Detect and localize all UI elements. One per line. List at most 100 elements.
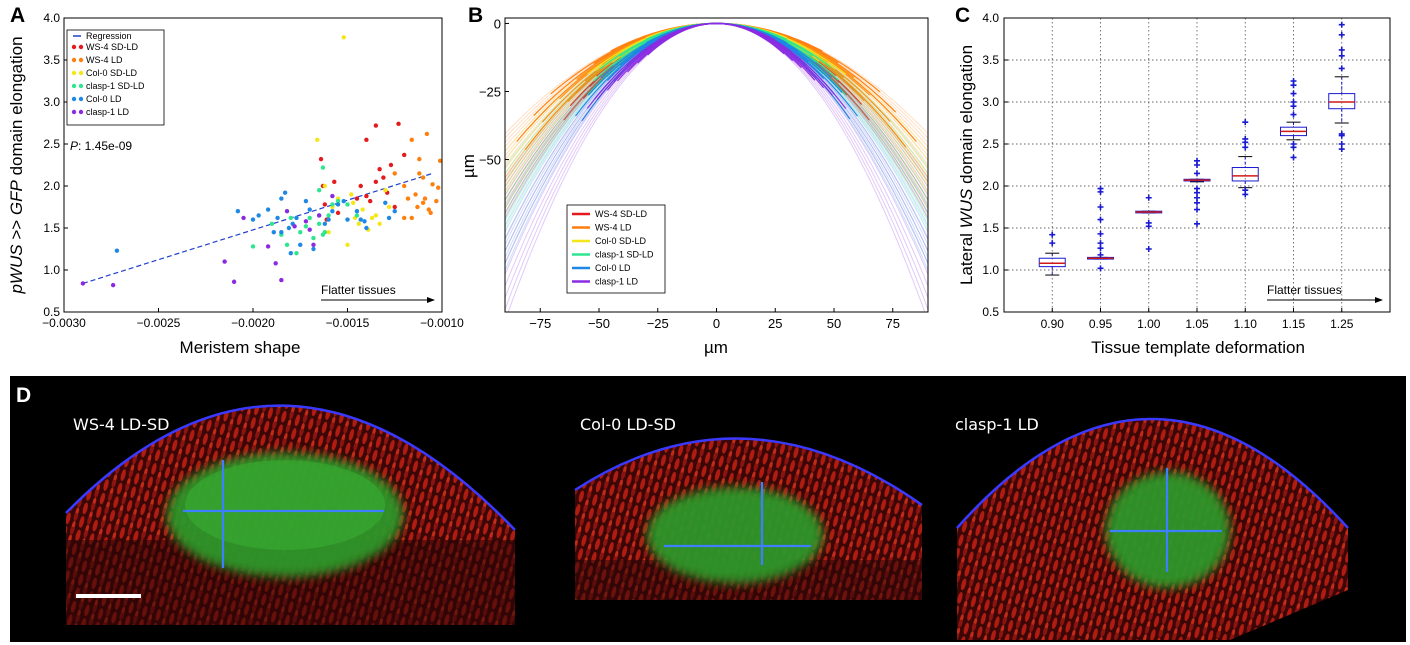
y-tick-label: 2.0 [982,179,999,193]
panel-d: D WS-4 LD-SD Col-0 LD-SD [10,376,1406,642]
data-point [364,225,369,231]
data-point [273,261,278,266]
data-point [322,183,328,189]
outlier-marker [1338,130,1345,137]
data-point [326,230,331,235]
data-point [420,200,426,205]
data-point [354,209,360,214]
data-point [303,198,309,204]
panel-a-frame [63,17,443,313]
legend-marker [78,44,84,50]
scatter-points [80,35,442,288]
y-axis-label: Lateral WUS domain elongation [957,45,976,285]
data-point [409,137,414,142]
legend-marker [78,96,84,102]
data-point [364,137,369,142]
iqr-box [1231,167,1259,182]
data-point [341,198,346,204]
data-point [316,213,322,218]
box [1183,157,1211,227]
data-point [292,224,297,229]
outlier-marker [1097,230,1104,237]
data-point [330,193,335,199]
legend-entry: Col-0 SD-LD [595,236,647,246]
data-point [311,242,316,247]
data-point [265,207,271,212]
x-axis-label: µm [704,338,728,357]
x-tick-label: 1.25 [1330,317,1354,331]
y-tick-label: 4.0 [982,11,999,25]
legend-marker [78,109,84,115]
box [1087,185,1114,272]
data-point [322,202,328,207]
legend-marker [71,57,77,63]
data-point [326,213,331,218]
data-point [377,221,382,226]
micrograph-label: WS-4 LD-SD [73,415,170,434]
outlier-marker [1194,206,1200,213]
profile-curve [647,22,785,56]
data-point [364,193,369,199]
panel-b-axes: −75 −50 −25 0 25 50 75 0 −25 −50 [479,16,900,331]
y-tick-label: 2.5 [982,137,999,151]
meristem-outline [65,404,516,531]
data-point [294,251,299,256]
outlier-marker [1338,46,1345,53]
iqr-box [1038,257,1066,268]
legend-entry: WS-4 SD-LD [86,42,139,52]
legend-marker [71,96,77,102]
data-point [345,242,350,247]
box [1231,119,1259,198]
micrograph-ws4: WS-4 LD-SD [65,404,516,625]
legend-marker [71,109,77,115]
legend-marker [71,83,77,89]
outlier-marker [1049,231,1056,238]
panel-b-label: B [468,4,483,27]
data-point [298,230,303,235]
data-point [335,210,341,216]
data-point [279,230,284,235]
micrograph-col0: Col-0 LD-SD [574,415,923,600]
data-point [373,123,379,128]
iqr-box [1328,93,1356,110]
outlier-marker [1338,141,1345,147]
meristem-outline [574,437,923,507]
data-point [303,224,309,229]
y-tick-label: −50 [479,153,501,168]
x-tick-label: 0 [713,316,720,331]
profile-curve-faint [505,22,928,161]
outlier-marker [1145,194,1152,201]
data-point [231,279,237,284]
data-point [307,227,312,232]
data-point [354,213,360,218]
data-point [271,230,276,235]
data-point [222,259,227,264]
p-value-annotation: P: 1.45e-09 [70,139,132,153]
box [1328,21,1356,153]
x-tick-label: −0.0020 [231,316,275,330]
data-point [369,215,375,221]
x-tick-label: 25 [768,316,782,331]
data-point [413,192,418,197]
outlier-marker [1194,185,1200,192]
data-point [341,35,346,40]
data-point [381,175,386,180]
data-point [316,221,322,226]
data-point [386,215,392,221]
y-tick-label: 0.5 [982,305,999,319]
outlier-marker [1145,219,1152,226]
legend-entry: Regression [86,31,132,41]
data-point [256,213,261,218]
outlier-marker [1097,240,1104,247]
outlier-marker [1242,144,1249,151]
data-point [405,196,411,201]
data-point [330,202,335,207]
outlier-marker [1097,204,1104,210]
meristem-outline [956,417,1349,529]
outlier-marker [1290,90,1297,97]
data-point [350,200,356,205]
flatter-tissues-label: Flatter tissues [321,283,396,297]
profile-curve-faint [505,22,928,233]
data-point [298,242,303,247]
x-tick-label: 1.10 [1234,317,1258,331]
